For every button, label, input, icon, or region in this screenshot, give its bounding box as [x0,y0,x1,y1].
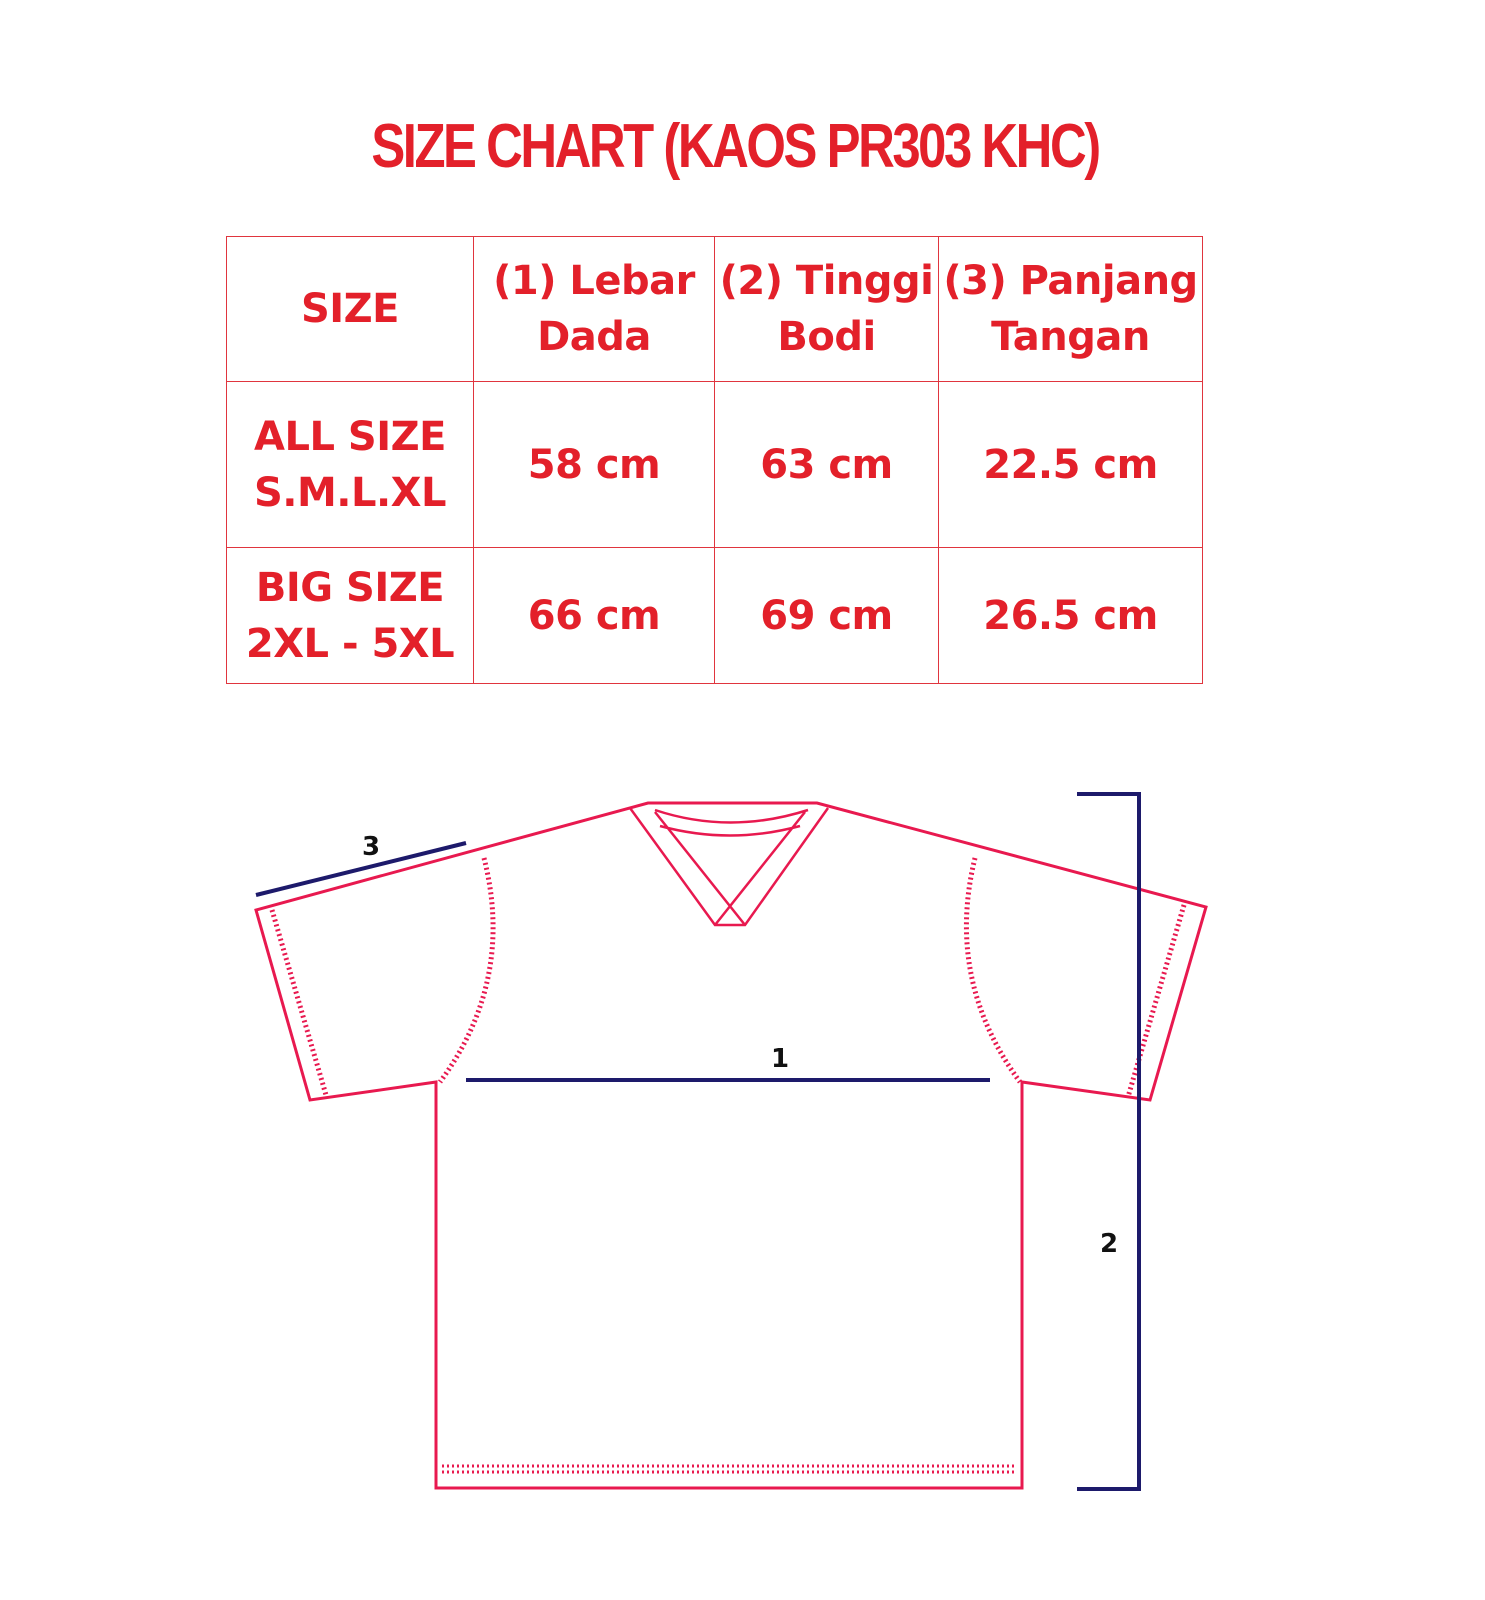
left-cuff-stitch [269,909,329,1096]
sleeve-measure-line [255,841,467,897]
size-cell: BIG SIZE 2XL - 5XL [226,547,474,684]
header-text: Dada [537,314,651,360]
table-row: ALL SIZE S.M.L.XL 58 cm 63 cm 22.5 cm [226,381,1203,548]
hem-stitch [442,1464,1016,1474]
body-height-measure-bracket [1077,792,1141,1491]
size-text: 2XL - 5XL [245,620,455,667]
header-text: (1) Lebar [493,258,695,304]
tinggi-bodi-cell: 69 cm [714,547,939,684]
tinggi-bodi-cell: 63 cm [714,381,939,548]
size-text: ALL SIZE [254,413,446,460]
right-cuff-stitch [1125,904,1187,1098]
size-cell: ALL SIZE S.M.L.XL [226,381,474,548]
body-height-label: 2 [1100,1229,1118,1259]
v-neck-collar [628,807,830,927]
table-row: BIG SIZE 2XL - 5XL 66 cm 69 cm 26.5 cm [226,547,1203,684]
page-title: SIZE CHART (KAOS PR303 KHC) [371,112,1101,181]
size-text: S.M.L.XL [253,469,447,516]
header-text: Bodi [777,314,876,360]
header-text: (3) Panjang [943,258,1198,304]
header-tinggi-bodi: (2) Tinggi Bodi [714,236,939,382]
panjang-tangan-cell: 26.5 cm [938,547,1203,684]
header-text: Tangan [991,314,1150,360]
header-text: (2) Tinggi [719,258,934,304]
table-header-row: SIZE (1) Lebar Dada (2) Tinggi Bodi (3) Pa… [226,236,1203,382]
lebar-dada-cell: 58 cm [473,381,715,548]
header-text: SIZE [300,286,400,332]
header-panjang-tangan: (3) Panjang Tangan [938,236,1203,382]
panjang-tangan-cell: 22.5 cm [938,381,1203,548]
tshirt-outline [254,801,1208,1490]
header-size: SIZE [226,236,474,382]
sleeve-label: 3 [362,832,380,862]
lebar-dada-cell: 66 cm [473,547,715,684]
size-text: BIG SIZE [255,564,445,611]
right-armhole-stitch [964,857,1023,1084]
left-armhole-stitch [437,857,496,1084]
size-table: SIZE (1) Lebar Dada (2) Tinggi Bodi (3) Pa… [226,236,1203,684]
chest-label: 1 [771,1044,789,1074]
